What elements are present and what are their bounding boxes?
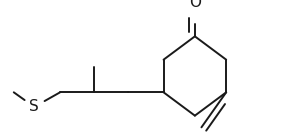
Text: O: O bbox=[189, 0, 201, 10]
Text: S: S bbox=[29, 99, 39, 114]
